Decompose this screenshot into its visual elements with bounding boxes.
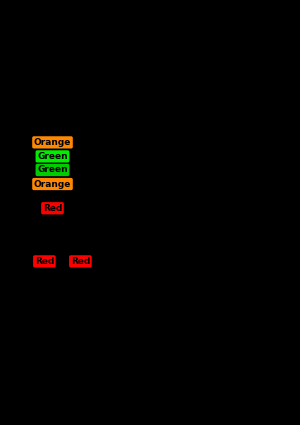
Text: Red: Red [35, 257, 54, 266]
Text: Green: Green [37, 165, 68, 175]
Text: Red: Red [43, 204, 62, 213]
Text: Orange: Orange [34, 138, 71, 147]
Text: Orange: Orange [34, 179, 71, 189]
Text: Red: Red [71, 257, 90, 266]
Text: Green: Green [37, 152, 68, 161]
